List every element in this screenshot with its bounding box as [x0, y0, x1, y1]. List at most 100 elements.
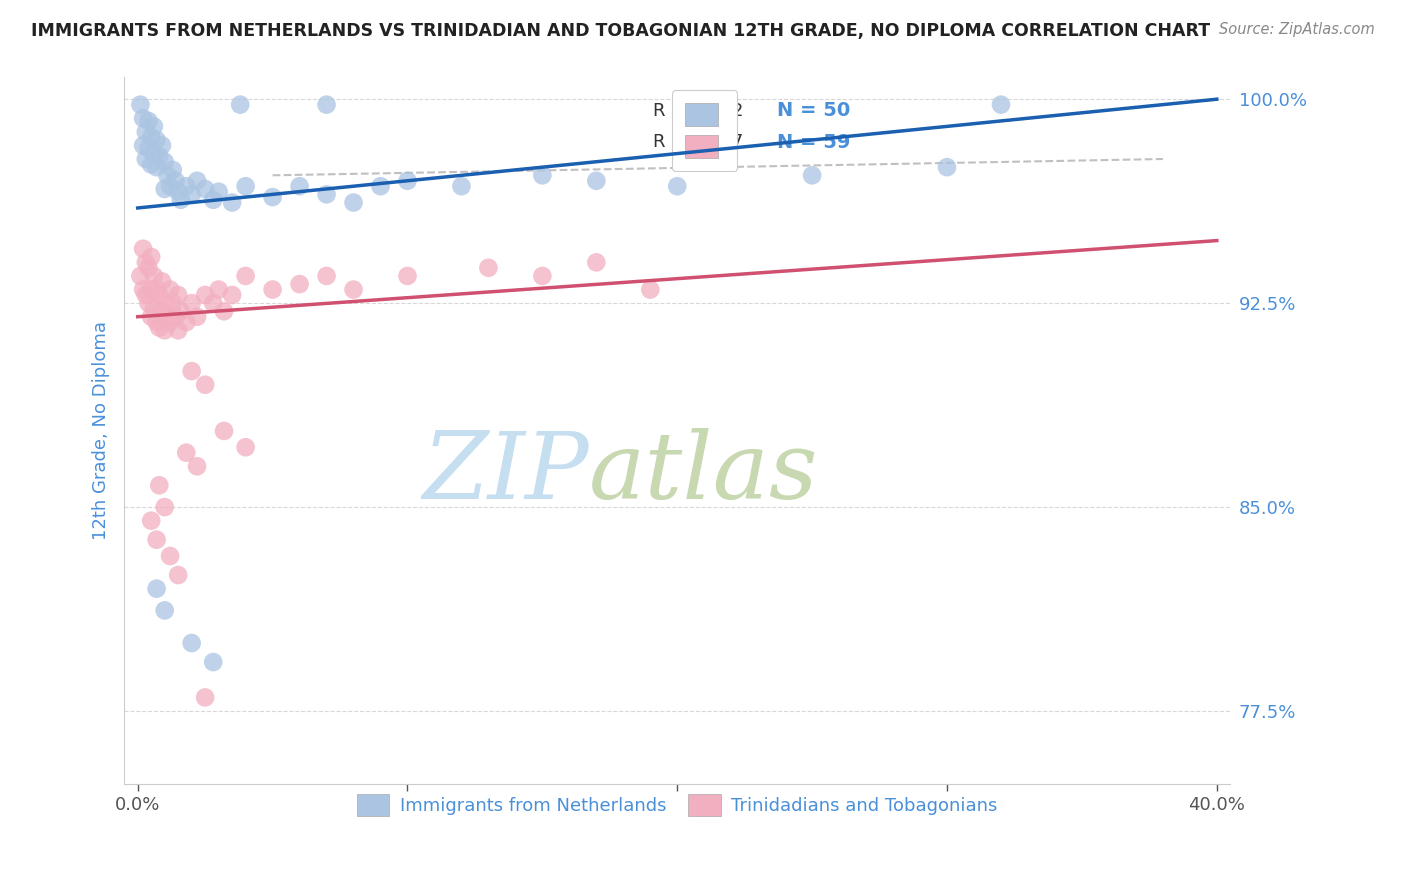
Point: [142, 146, 165, 161]
Point: [235, 179, 257, 194]
Point: [141, 310, 163, 324]
Point: [180, 296, 202, 310]
Point: [135, 255, 157, 269]
Point: [141, 283, 163, 297]
Point: [138, 296, 160, 310]
Point: [229, 97, 252, 112]
Point: [170, 193, 193, 207]
Point: [208, 185, 231, 199]
Point: [194, 690, 217, 705]
Point: [132, 112, 155, 126]
Point: [666, 179, 689, 194]
Point: [145, 533, 167, 547]
Point: [132, 138, 155, 153]
Point: [342, 283, 364, 297]
Point: [262, 190, 284, 204]
Point: [396, 268, 419, 283]
Point: [167, 288, 190, 302]
Point: [235, 440, 257, 454]
Point: [180, 364, 202, 378]
Point: [153, 323, 176, 337]
Text: atlas: atlas: [589, 428, 818, 518]
Point: [141, 514, 163, 528]
Point: [156, 169, 179, 183]
Point: [145, 133, 167, 147]
Text: N = 50: N = 50: [776, 101, 851, 120]
Point: [138, 114, 160, 128]
Point: [212, 424, 235, 438]
Point: [194, 377, 217, 392]
Point: [221, 288, 243, 302]
Point: [148, 320, 170, 334]
Point: [186, 310, 208, 324]
Point: [202, 193, 225, 207]
Text: IMMIGRANTS FROM NETHERLANDS VS TRINIDADIAN AND TOBAGONIAN 12TH GRADE, NO DIPLOMA: IMMIGRANTS FROM NETHERLANDS VS TRINIDADI…: [31, 22, 1211, 40]
Point: [180, 636, 202, 650]
Point: [180, 187, 202, 202]
Point: [585, 174, 607, 188]
Point: [396, 174, 419, 188]
Point: [138, 141, 160, 155]
Point: [145, 283, 167, 297]
Point: [194, 182, 217, 196]
Point: [135, 152, 157, 166]
Point: [162, 162, 184, 177]
Point: [477, 260, 499, 275]
Point: [135, 288, 157, 302]
Point: [150, 274, 173, 288]
Point: [936, 160, 959, 174]
Point: [148, 288, 170, 302]
Text: N = 59: N = 59: [776, 133, 851, 152]
Point: [167, 185, 190, 199]
Point: [174, 179, 197, 194]
Point: [202, 655, 225, 669]
Point: [212, 304, 235, 318]
Point: [202, 296, 225, 310]
Point: [153, 603, 176, 617]
Point: [801, 169, 824, 183]
Point: [142, 120, 165, 134]
Point: [132, 242, 155, 256]
Point: [142, 301, 165, 316]
Point: [315, 187, 337, 202]
Point: [156, 310, 179, 324]
Point: [148, 149, 170, 163]
Point: [531, 268, 554, 283]
Point: [138, 260, 160, 275]
Point: [135, 125, 157, 139]
Point: [148, 478, 170, 492]
Point: [186, 174, 208, 188]
Point: [159, 549, 181, 563]
Point: [194, 288, 217, 302]
Point: [141, 250, 163, 264]
Point: [450, 179, 472, 194]
Point: [145, 582, 167, 596]
Point: [153, 296, 176, 310]
Text: Source: ZipAtlas.com: Source: ZipAtlas.com: [1219, 22, 1375, 37]
Point: [531, 169, 554, 183]
Point: [142, 268, 165, 283]
Point: [150, 138, 173, 153]
Point: [315, 268, 337, 283]
Point: [162, 296, 184, 310]
Y-axis label: 12th Grade, No Diploma: 12th Grade, No Diploma: [93, 321, 110, 541]
Point: [145, 160, 167, 174]
Point: [342, 195, 364, 210]
Text: R = 0.142: R = 0.142: [652, 102, 744, 120]
Point: [165, 310, 187, 324]
Point: [159, 315, 181, 329]
Point: [167, 323, 190, 337]
Point: [150, 304, 173, 318]
Point: [159, 179, 181, 194]
Text: R = 0.187: R = 0.187: [652, 134, 744, 152]
Point: [186, 459, 208, 474]
Point: [174, 315, 197, 329]
Point: [315, 97, 337, 112]
Point: [153, 500, 176, 514]
Point: [640, 283, 662, 297]
Point: [132, 283, 155, 297]
Point: [221, 195, 243, 210]
Legend: Immigrants from Netherlands, Trinidadians and Tobagonians: Immigrants from Netherlands, Trinidadian…: [347, 785, 1007, 825]
Point: [129, 97, 152, 112]
Point: [288, 179, 311, 194]
